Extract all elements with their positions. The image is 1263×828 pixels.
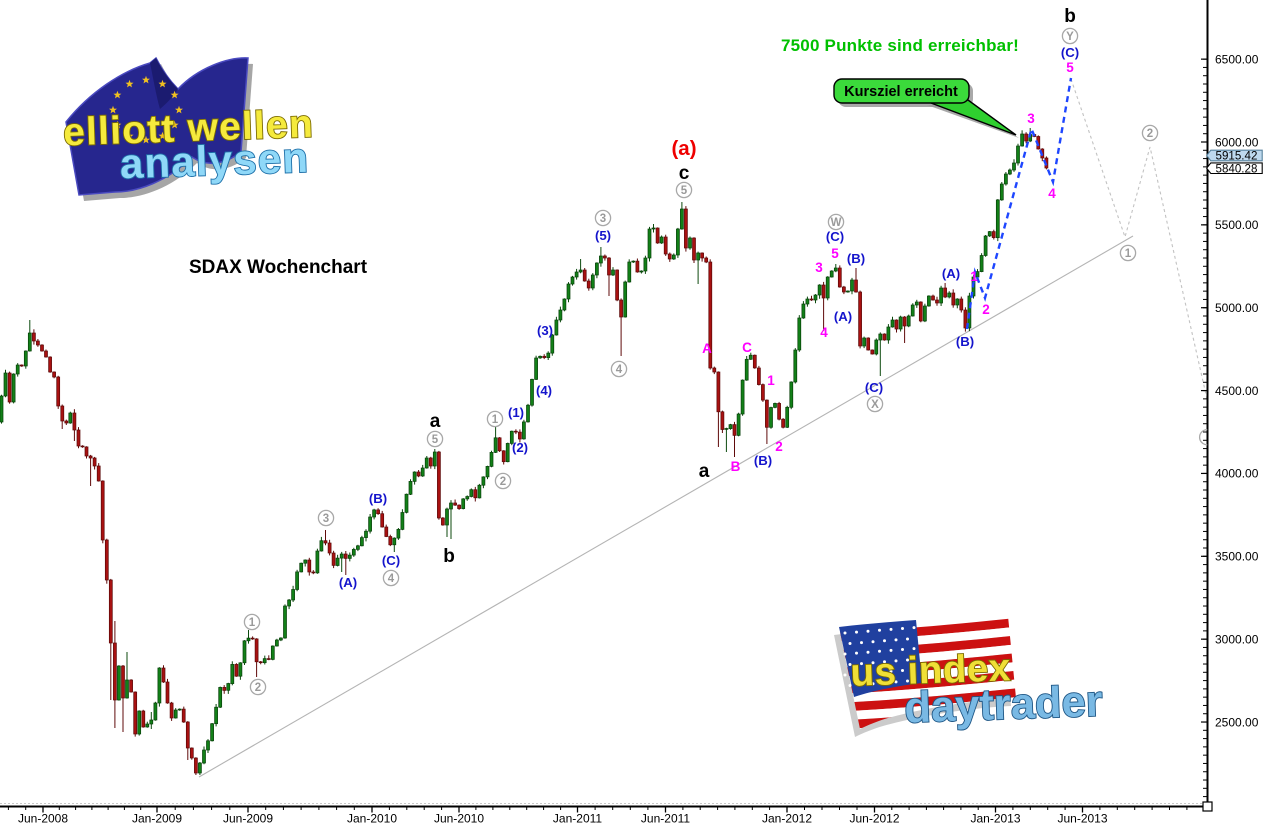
svg-text:2: 2	[1147, 128, 1153, 140]
svg-text:2: 2	[500, 476, 506, 488]
svg-text:Jan-2011: Jan-2011	[553, 812, 602, 826]
svg-text:2: 2	[255, 682, 261, 694]
svg-text:W: W	[831, 217, 842, 229]
svg-text:(B): (B)	[754, 453, 772, 468]
svg-text:(1): (1)	[508, 405, 524, 420]
svg-text:C: C	[742, 340, 752, 355]
svg-text:Jun-2008: Jun-2008	[18, 812, 68, 826]
svg-text:(C): (C)	[865, 380, 883, 395]
svg-text:5840.28: 5840.28	[1216, 162, 1258, 175]
svg-text:(B): (B)	[847, 251, 865, 266]
svg-text:(a): (a)	[671, 137, 696, 160]
svg-text:5: 5	[681, 185, 688, 197]
svg-text:(A): (A)	[942, 266, 960, 281]
svg-text:Jun-2010: Jun-2010	[434, 812, 484, 826]
svg-text:2: 2	[775, 439, 783, 454]
svg-text:5915.42: 5915.42	[1216, 150, 1258, 163]
svg-text:b: b	[1064, 6, 1076, 27]
svg-text:(B): (B)	[956, 334, 974, 349]
svg-text:3000.00: 3000.00	[1215, 633, 1259, 647]
svg-text:B: B	[731, 459, 741, 474]
svg-text:3: 3	[1027, 111, 1035, 126]
svg-text:Kursziel erreicht: Kursziel erreicht	[844, 84, 958, 100]
svg-text:2: 2	[982, 302, 990, 317]
svg-text:1: 1	[767, 373, 775, 388]
svg-text:1: 1	[249, 617, 256, 629]
svg-text:6500.00: 6500.00	[1215, 52, 1259, 66]
svg-text:b: b	[443, 546, 455, 567]
svg-text:a: a	[699, 461, 710, 482]
svg-text:5500.00: 5500.00	[1215, 218, 1259, 232]
svg-text:Jun-2009: Jun-2009	[223, 812, 273, 826]
svg-text:daytrader: daytrader	[904, 678, 1104, 733]
svg-text:1: 1	[1125, 248, 1132, 260]
svg-text:1: 1	[970, 269, 978, 284]
svg-text:(C): (C)	[1061, 45, 1079, 60]
svg-text:analysen: analysen	[119, 134, 310, 188]
svg-text:SDAX Wochenchart: SDAX Wochenchart	[189, 257, 368, 278]
svg-text:c: c	[679, 163, 690, 184]
svg-text:4: 4	[820, 325, 828, 340]
svg-text:5: 5	[831, 246, 839, 261]
svg-text:(5): (5)	[595, 228, 611, 243]
svg-text:4: 4	[1048, 186, 1056, 201]
svg-text:7500 Punkte sind erreichbar!: 7500 Punkte sind erreichbar!	[781, 36, 1019, 55]
svg-text:3: 3	[323, 513, 329, 525]
svg-text:X: X	[871, 399, 879, 411]
svg-text:Jun-2012: Jun-2012	[849, 812, 899, 826]
svg-text:(C): (C)	[826, 229, 844, 244]
svg-text:4: 4	[388, 573, 395, 585]
svg-text:elliott wellen: elliott wellen	[62, 103, 314, 155]
svg-text:3500.00: 3500.00	[1215, 550, 1259, 564]
svg-text:Jun-2011: Jun-2011	[641, 812, 690, 826]
svg-text:(3): (3)	[537, 323, 553, 338]
svg-text:5: 5	[432, 434, 439, 446]
svg-text:6000.00: 6000.00	[1215, 135, 1259, 149]
svg-text:(2): (2)	[512, 440, 528, 455]
svg-text:3: 3	[815, 260, 823, 275]
svg-text:(B): (B)	[369, 491, 387, 506]
svg-text:1: 1	[492, 414, 499, 426]
svg-text:5: 5	[1066, 60, 1074, 75]
svg-text:Jun-2013: Jun-2013	[1057, 812, 1107, 826]
svg-text:A: A	[702, 341, 712, 356]
svg-text:3: 3	[600, 213, 606, 225]
svg-text:(A): (A)	[834, 309, 852, 324]
svg-text:4: 4	[616, 364, 623, 376]
svg-text:4500.00: 4500.00	[1215, 384, 1259, 398]
svg-text:(A): (A)	[339, 575, 357, 590]
svg-text:(C): (C)	[382, 553, 400, 568]
svg-text:(4): (4)	[536, 383, 552, 398]
svg-text:Jan-2009: Jan-2009	[132, 812, 182, 826]
svg-text:a: a	[430, 411, 441, 432]
svg-text:Jan-2012: Jan-2012	[762, 812, 812, 826]
svg-text:4000.00: 4000.00	[1215, 467, 1259, 481]
svg-text:us index: us index	[850, 646, 1012, 695]
svg-text:5000.00: 5000.00	[1215, 301, 1259, 315]
svg-text:Jan-2013: Jan-2013	[970, 812, 1020, 826]
svg-text:2500.00: 2500.00	[1215, 715, 1259, 729]
svg-text:Y: Y	[1066, 31, 1074, 43]
svg-text:Jan-2010: Jan-2010	[347, 812, 397, 826]
